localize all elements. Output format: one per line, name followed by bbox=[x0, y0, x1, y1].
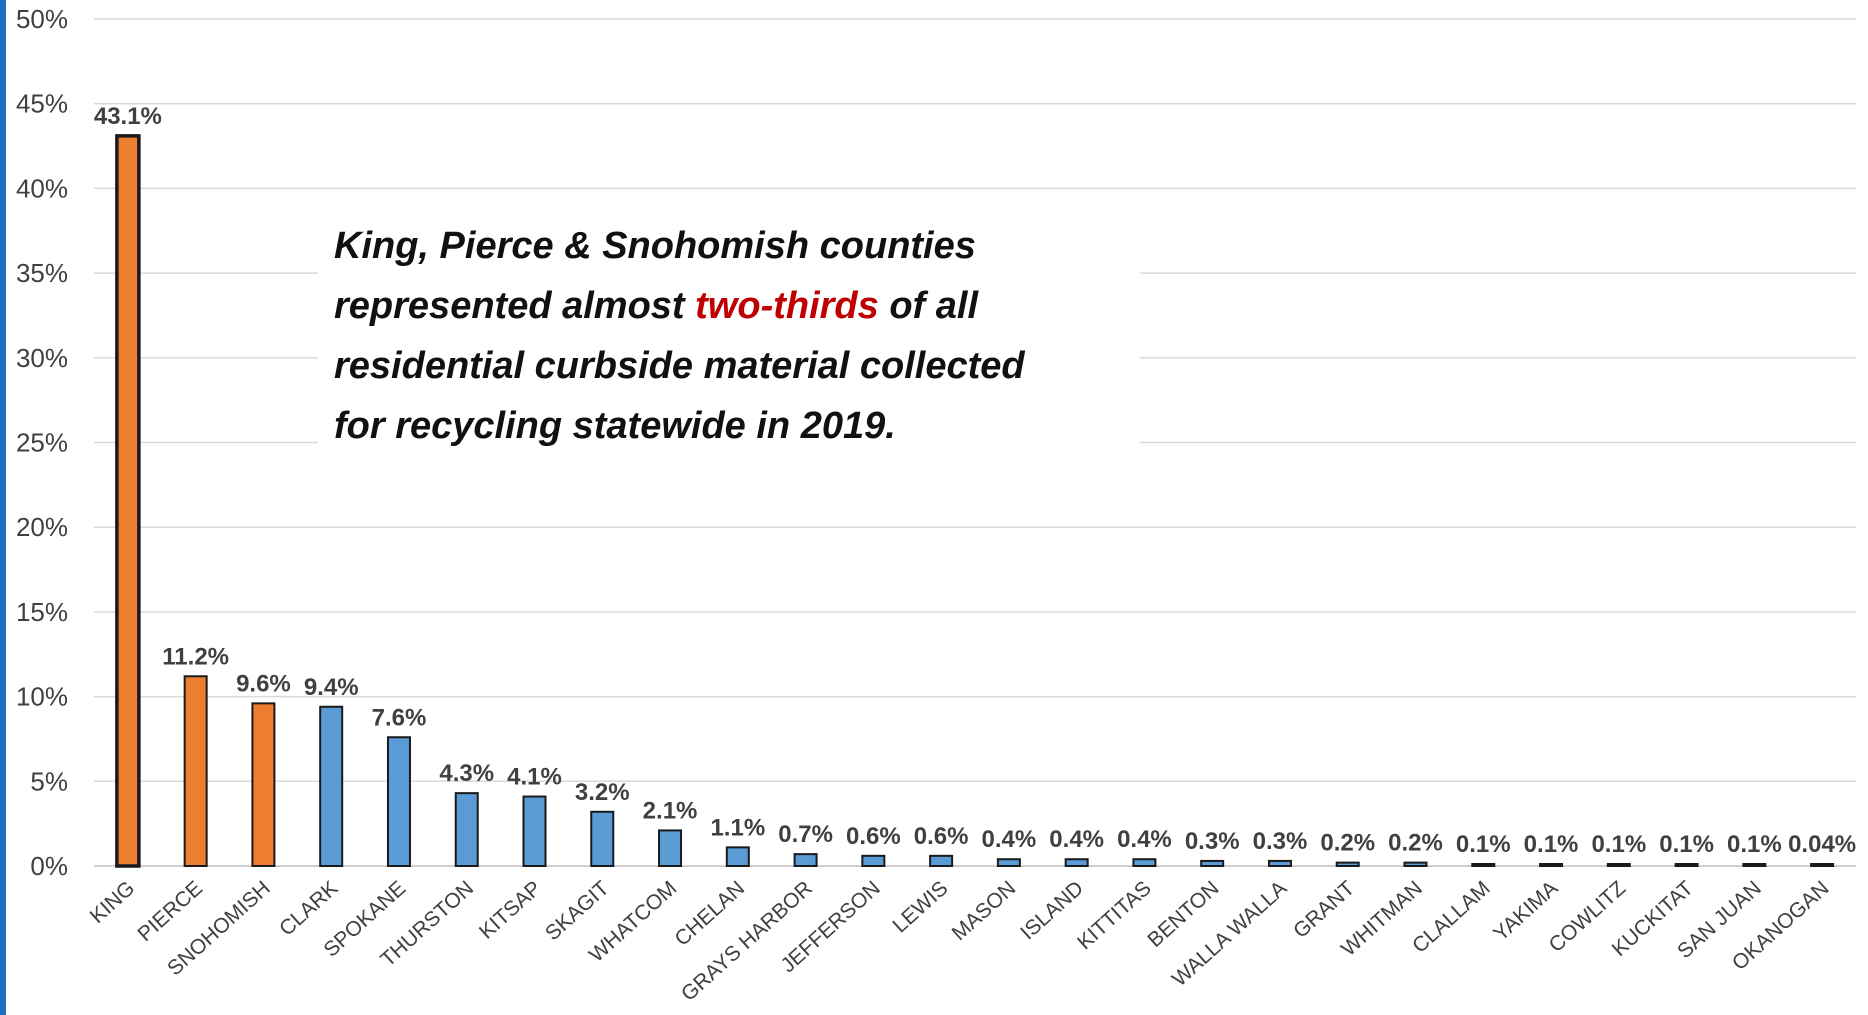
data-label: 0.4% bbox=[982, 826, 1037, 853]
category-label: KING bbox=[86, 877, 140, 928]
data-label: 0.2% bbox=[1388, 830, 1443, 857]
annotation-line-1: King, Pierce & Snohomish counties bbox=[334, 225, 976, 267]
bar bbox=[1742, 863, 1767, 867]
category-label: MASON bbox=[948, 877, 1021, 946]
y-tick-label: 0% bbox=[30, 851, 68, 881]
bar bbox=[1606, 863, 1631, 867]
category-label: KITSAP bbox=[475, 877, 546, 944]
bar bbox=[658, 829, 683, 868]
data-label: 1.1% bbox=[710, 814, 765, 841]
bar bbox=[590, 810, 615, 867]
bar bbox=[386, 736, 411, 867]
y-tick-label: 30% bbox=[16, 343, 68, 373]
y-tick-label: 50% bbox=[16, 4, 68, 34]
annotation-emphasis: two-thirds bbox=[695, 285, 879, 327]
annotation-line-4: for recycling statewide in 2019. bbox=[334, 405, 896, 447]
data-label: 0.4% bbox=[1049, 826, 1104, 853]
category-label: WALLA WALLA bbox=[1168, 877, 1292, 991]
y-axis-ticks: 0% 5% 10% 15% 20% 25% 30% 35% 40% 45% 50% bbox=[16, 4, 68, 881]
chart-annotation: King, Pierce & Snohomish counties repres… bbox=[318, 212, 1140, 460]
data-label: 3.2% bbox=[575, 779, 630, 806]
data-label: 11.2% bbox=[162, 643, 229, 670]
category-label: GRAYS HARBOR bbox=[677, 877, 817, 1006]
bar bbox=[1335, 861, 1360, 867]
bar bbox=[861, 854, 886, 867]
data-label: 7.6% bbox=[372, 704, 427, 731]
data-label: 0.7% bbox=[778, 821, 833, 848]
bar bbox=[1200, 859, 1225, 868]
bar bbox=[996, 858, 1021, 867]
bar bbox=[319, 705, 344, 867]
bar bbox=[1403, 861, 1428, 867]
data-label: 4.3% bbox=[439, 760, 494, 787]
data-label: 0.1% bbox=[1524, 831, 1579, 858]
category-label: KITTITAS bbox=[1073, 877, 1156, 955]
bar bbox=[522, 795, 547, 868]
category-label: CLARK bbox=[275, 877, 342, 941]
data-label: 9.4% bbox=[304, 674, 359, 701]
data-label: 0.2% bbox=[1320, 830, 1375, 857]
y-tick-label: 35% bbox=[16, 258, 68, 288]
bar bbox=[793, 853, 818, 868]
data-label: 0.4% bbox=[1117, 826, 1172, 853]
y-tick-label: 45% bbox=[16, 89, 68, 119]
bar bbox=[183, 675, 208, 867]
bar bbox=[115, 134, 141, 868]
left-border-rule bbox=[0, 0, 6, 1015]
y-tick-label: 20% bbox=[16, 512, 68, 542]
annotation-line-3: residential curbside material collected bbox=[334, 345, 1025, 387]
annotation-line-2: represented almost two-thirds of all bbox=[334, 276, 1124, 336]
y-tick-label: 10% bbox=[16, 682, 68, 712]
y-tick-label: 40% bbox=[16, 173, 68, 203]
y-tick-label: 5% bbox=[30, 766, 68, 796]
data-label: 0.04% bbox=[1788, 831, 1856, 858]
bar bbox=[725, 846, 750, 868]
bar bbox=[1539, 863, 1564, 867]
annotation-line-2-pre: represented almost bbox=[334, 285, 696, 327]
bar bbox=[1674, 863, 1699, 867]
data-label: 0.1% bbox=[1591, 831, 1646, 858]
bars bbox=[115, 134, 1835, 868]
bar bbox=[1267, 859, 1292, 868]
data-label: 0.1% bbox=[1727, 831, 1782, 858]
data-label: 0.6% bbox=[914, 823, 969, 850]
data-label: 0.1% bbox=[1456, 831, 1511, 858]
data-label: 0.3% bbox=[1253, 828, 1308, 855]
bar bbox=[454, 792, 479, 868]
bar bbox=[1132, 858, 1157, 867]
y-tick-label: 25% bbox=[16, 428, 68, 458]
bar bbox=[1810, 863, 1835, 867]
annotation-line-2-post: of all bbox=[878, 285, 979, 327]
data-label: 4.1% bbox=[507, 764, 562, 791]
bar bbox=[1064, 858, 1089, 867]
data-label: 2.1% bbox=[643, 797, 698, 824]
data-label: 43.1% bbox=[94, 103, 162, 130]
data-labels: 43.1% 11.2% 9.6% 9.4% 7.6% 4.3% 4.1% 3.2% 2.1% 1.… bbox=[94, 103, 1856, 858]
bar bbox=[1471, 863, 1496, 867]
y-tick-label: 15% bbox=[16, 597, 68, 627]
data-label: 0.1% bbox=[1659, 831, 1714, 858]
bar bbox=[929, 854, 954, 867]
data-label: 9.6% bbox=[236, 670, 291, 697]
category-label: LEWIS bbox=[888, 877, 952, 938]
bar bbox=[251, 702, 276, 867]
data-label: 0.6% bbox=[846, 823, 901, 850]
data-label: 0.3% bbox=[1185, 828, 1240, 855]
